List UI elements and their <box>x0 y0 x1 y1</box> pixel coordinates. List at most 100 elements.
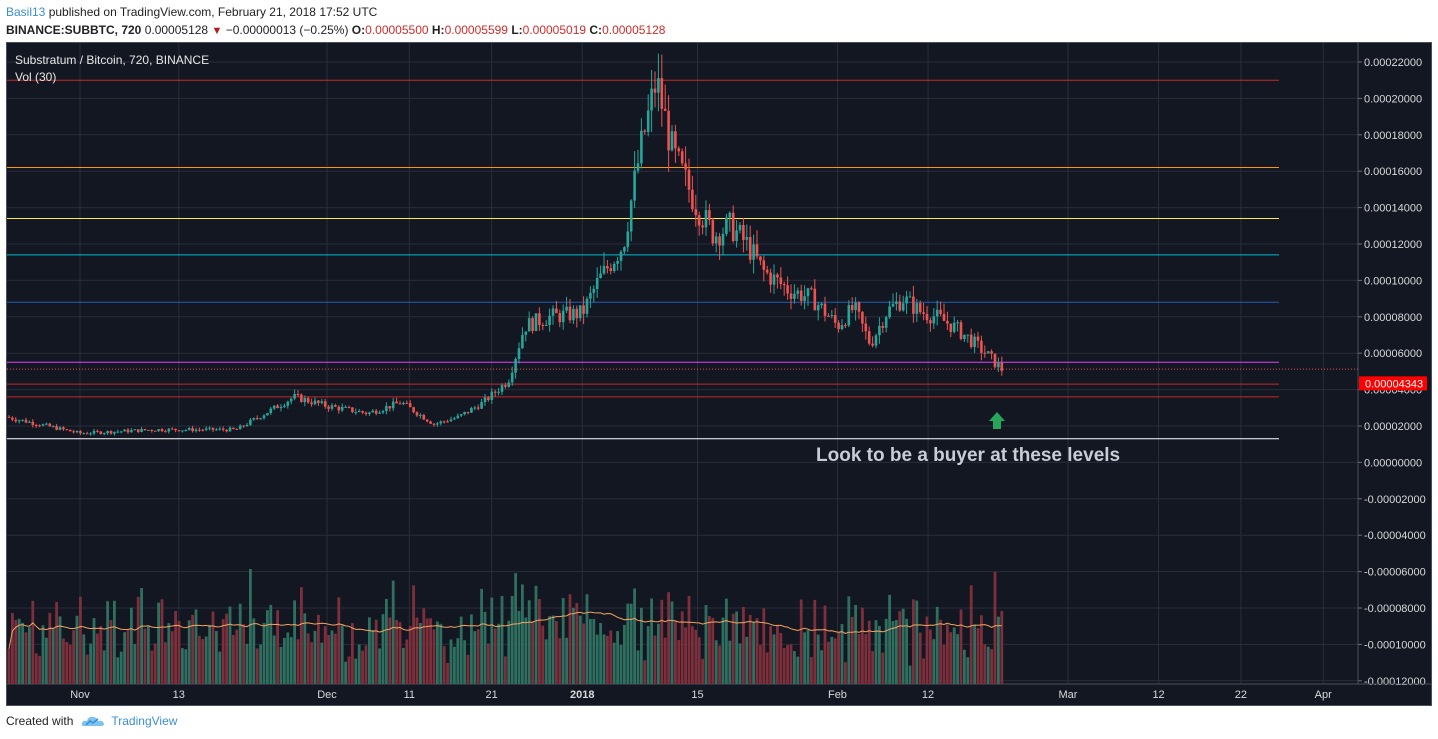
candle-body <box>840 325 844 330</box>
volume-bar <box>89 643 92 684</box>
x-tick-label: Dec <box>317 689 337 701</box>
volume-bar <box>174 610 177 684</box>
tradingview-link[interactable]: TradingView <box>111 714 178 728</box>
footer: Created with TradingView <box>6 711 177 731</box>
candle-body <box>803 296 806 301</box>
candle-body <box>364 412 368 415</box>
candle-body <box>487 397 490 401</box>
candle-body <box>864 323 868 332</box>
candle-body <box>905 296 908 304</box>
candle-body <box>674 131 677 149</box>
volume-bar <box>109 620 113 684</box>
candle-body <box>633 170 636 201</box>
volume-bar <box>823 605 827 684</box>
volume-bar <box>347 656 351 684</box>
volume-bar <box>878 625 881 684</box>
candle-body <box>31 421 35 425</box>
candle-body <box>286 401 290 406</box>
y-tick-label: 0.00016000 <box>1364 166 1422 178</box>
volume-bar <box>857 633 861 684</box>
volume-bar <box>997 616 1000 684</box>
volume-bar <box>541 625 545 684</box>
volume-bar <box>225 613 228 684</box>
volume-bar <box>456 638 460 684</box>
volume-bar <box>558 638 562 684</box>
candle-body <box>14 419 18 422</box>
volume-bar <box>106 601 109 684</box>
volume-bar <box>143 628 147 684</box>
candle-body <box>177 430 181 432</box>
volume-bar <box>24 632 28 684</box>
legend-title: Substratum / Bitcoin, 720, BINANCE <box>15 53 210 67</box>
candle-body <box>898 301 902 311</box>
volume-bar <box>643 660 647 684</box>
candle-body <box>772 274 776 285</box>
candle-body <box>827 315 830 317</box>
volume-bar <box>575 602 579 684</box>
volume-bar <box>218 651 222 684</box>
current-price-label: 0.00004343 <box>1365 378 1423 390</box>
volume-bar <box>378 648 381 684</box>
author-link[interactable]: Basil13 <box>6 5 46 19</box>
candle-body <box>133 429 137 431</box>
candle-body <box>215 429 218 431</box>
x-tick-label: 2018 <box>570 689 594 701</box>
candle-body <box>946 320 949 324</box>
volume-bar <box>286 632 290 684</box>
volume-bar <box>813 599 817 684</box>
volume-bar <box>908 665 912 684</box>
candle-body <box>660 78 664 109</box>
volume-bar <box>670 601 674 684</box>
volume-bar <box>153 643 157 684</box>
candle-body <box>194 429 198 432</box>
volume-bar <box>711 617 715 684</box>
candle-body <box>541 325 545 327</box>
x-tick-label: Feb <box>828 689 847 701</box>
volume-bar <box>126 629 130 684</box>
volume-bar <box>463 640 466 684</box>
candle-body <box>395 401 398 404</box>
volume-bar <box>334 633 337 684</box>
volume-bar <box>708 616 711 684</box>
candle-body <box>405 402 409 404</box>
candle-body <box>799 290 803 301</box>
volume-bar <box>68 644 72 684</box>
volume-bar <box>980 615 983 684</box>
candle-body <box>368 412 371 415</box>
candle-body <box>582 305 585 314</box>
volume-bar <box>633 588 636 684</box>
volume-bar <box>769 626 772 684</box>
chart-area[interactable] <box>6 42 1432 706</box>
volume-bar <box>680 611 684 684</box>
candle-body <box>997 362 1000 368</box>
candle-body <box>765 269 769 273</box>
chart-legend: Substratum / Bitcoin, 720, BINANCE Vol (… <box>15 52 209 86</box>
candle-body <box>728 212 732 218</box>
volume-bar <box>490 597 494 684</box>
low-label: L: <box>511 23 523 37</box>
x-tick-label: Apr <box>1315 689 1332 701</box>
candle-body <box>888 306 891 318</box>
candle-body <box>456 415 460 419</box>
candle-body <box>459 414 463 416</box>
volume-bar <box>136 596 140 684</box>
candle-body <box>235 428 239 430</box>
volume-bar <box>242 624 245 684</box>
volume-bar <box>221 619 225 684</box>
volume-bar <box>983 644 987 684</box>
candle-body <box>99 431 103 434</box>
volume-bar <box>884 618 888 684</box>
candle-body <box>939 309 942 314</box>
volume-bar <box>728 640 732 684</box>
candle-body <box>561 310 565 323</box>
candle-body <box>725 217 728 234</box>
candle-body <box>524 331 528 335</box>
candle-body <box>833 315 837 323</box>
candle-body <box>470 408 473 413</box>
volume-bar <box>833 638 837 684</box>
volume-bar <box>228 606 232 684</box>
volume-bar <box>895 620 898 684</box>
candle-body <box>289 398 293 402</box>
candle-body <box>72 431 75 433</box>
